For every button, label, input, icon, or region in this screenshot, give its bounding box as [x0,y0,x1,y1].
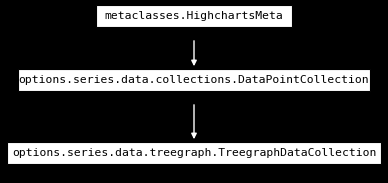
FancyBboxPatch shape [7,142,381,164]
Text: options.series.data.treegraph.TreegraphDataCollection: options.series.data.treegraph.TreegraphD… [12,148,376,158]
FancyBboxPatch shape [96,5,292,27]
Text: metaclasses.HighchartsMeta: metaclasses.HighchartsMeta [105,11,283,21]
FancyBboxPatch shape [18,69,370,91]
Text: options.series.data.collections.DataPointCollection: options.series.data.collections.DataPoin… [19,75,369,85]
